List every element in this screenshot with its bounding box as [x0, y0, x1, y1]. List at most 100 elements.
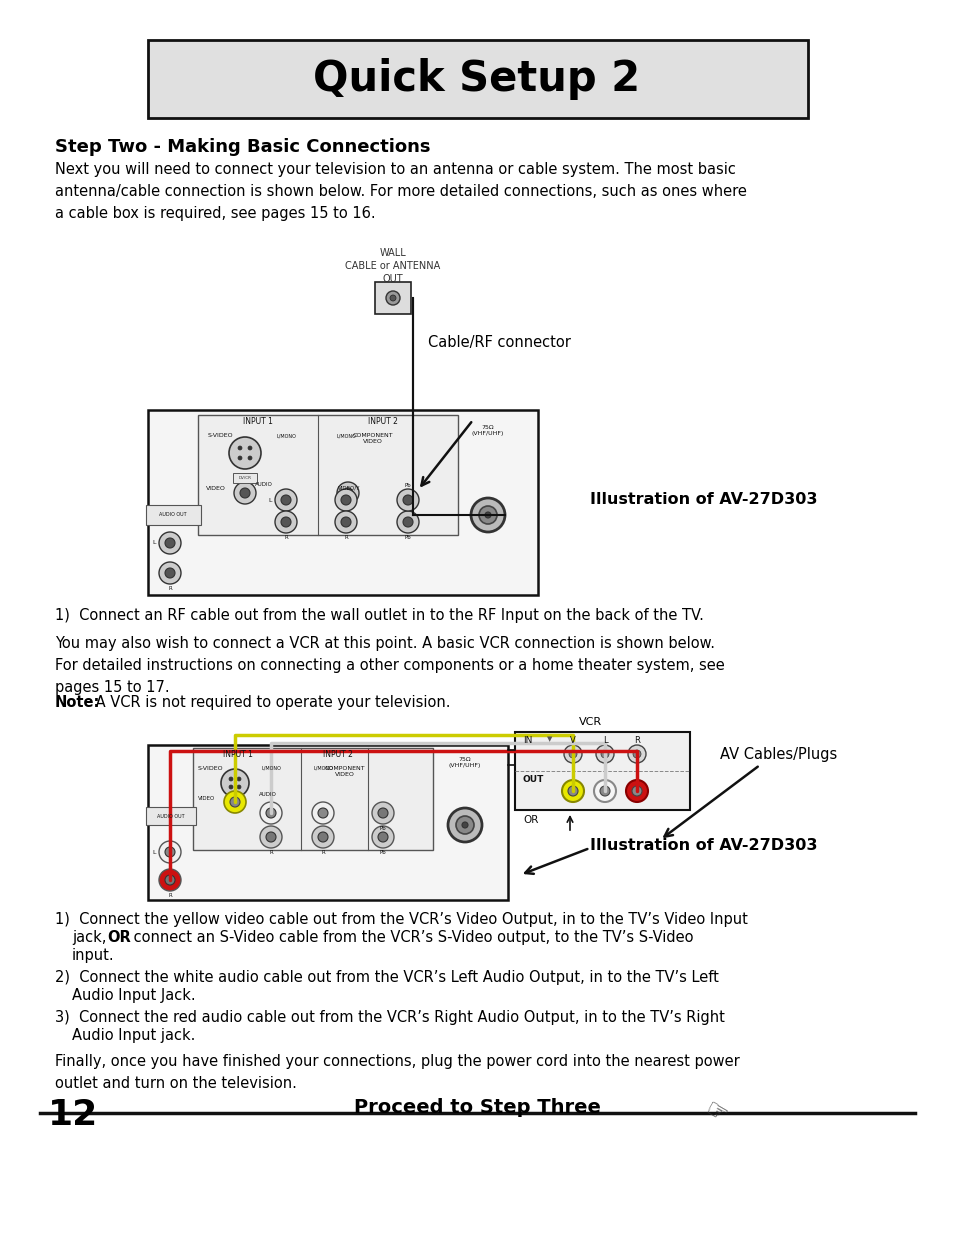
Text: DV/CR: DV/CR: [238, 475, 252, 480]
Circle shape: [281, 517, 291, 527]
Text: You may also wish to connect a VCR at this point. A basic VCR connection is show: You may also wish to connect a VCR at th…: [55, 636, 724, 695]
Text: L/MONO: L/MONO: [313, 766, 333, 771]
Circle shape: [336, 482, 358, 504]
Circle shape: [561, 781, 583, 802]
Circle shape: [266, 808, 275, 818]
Circle shape: [221, 769, 249, 797]
Text: 12: 12: [48, 1098, 98, 1132]
Circle shape: [456, 816, 474, 834]
Text: Pb: Pb: [404, 483, 411, 488]
Text: Note:: Note:: [55, 695, 100, 710]
Circle shape: [568, 750, 577, 758]
Circle shape: [461, 823, 468, 827]
Text: Pb: Pb: [379, 826, 386, 831]
Circle shape: [335, 489, 356, 511]
Text: COMPONENT
VIDEO: COMPONENT VIDEO: [324, 766, 365, 777]
Circle shape: [260, 826, 282, 848]
Circle shape: [386, 291, 399, 305]
Circle shape: [594, 781, 616, 802]
Text: R: R: [321, 850, 325, 855]
Circle shape: [274, 511, 296, 534]
Text: INPUT 1: INPUT 1: [223, 750, 253, 760]
Text: Audio Input Jack.: Audio Input Jack.: [71, 988, 195, 1003]
Text: OR: OR: [522, 815, 537, 825]
Text: AUDIO OUT: AUDIO OUT: [159, 513, 187, 517]
Text: VIDEO/Y: VIDEO/Y: [337, 485, 360, 490]
Text: Pb: Pb: [404, 535, 411, 540]
Circle shape: [165, 847, 174, 857]
Bar: [146, 505, 201, 525]
Circle shape: [224, 790, 246, 813]
Text: jack,: jack,: [71, 930, 111, 945]
Circle shape: [236, 777, 241, 781]
Circle shape: [567, 785, 578, 797]
Circle shape: [625, 781, 647, 802]
Text: S-VIDEO: S-VIDEO: [208, 433, 233, 438]
Circle shape: [396, 489, 418, 511]
Circle shape: [402, 495, 413, 505]
Bar: [515, 732, 689, 810]
Text: 2)  Connect the white audio cable out from the VCR’s Left Audio Output, in to th: 2) Connect the white audio cable out fro…: [55, 969, 719, 986]
Text: WALL
CABLE or ANTENNA
OUT: WALL CABLE or ANTENNA OUT: [345, 248, 440, 284]
Circle shape: [372, 826, 394, 848]
Text: INPUT 2: INPUT 2: [323, 750, 353, 760]
Circle shape: [343, 488, 353, 498]
Circle shape: [165, 538, 174, 548]
Circle shape: [281, 495, 291, 505]
Text: V: V: [570, 736, 576, 745]
Bar: [233, 473, 256, 483]
Text: 3)  Connect the red audio cable out from the VCR’s Right Audio Output, in to the: 3) Connect the red audio cable out from …: [55, 1010, 724, 1025]
Bar: [198, 415, 457, 535]
Circle shape: [317, 832, 328, 842]
Text: INPUT 2: INPUT 2: [368, 417, 397, 426]
Circle shape: [248, 456, 252, 459]
Circle shape: [563, 745, 581, 763]
Text: input.: input.: [71, 948, 114, 963]
Text: OR: OR: [107, 930, 131, 945]
Circle shape: [317, 808, 328, 818]
Circle shape: [233, 482, 255, 504]
Text: R: R: [168, 585, 172, 592]
Text: ▼: ▼: [547, 736, 552, 742]
Text: Proceed to Step Three: Proceed to Step Three: [354, 1098, 599, 1116]
Text: Step Two - Making Basic Connections: Step Two - Making Basic Connections: [55, 138, 430, 156]
Circle shape: [396, 511, 418, 534]
Text: Illustration of AV-27D303: Illustration of AV-27D303: [589, 837, 817, 852]
Text: S-VIDEO: S-VIDEO: [198, 766, 223, 771]
Circle shape: [165, 568, 174, 578]
Text: L: L: [152, 850, 156, 855]
Circle shape: [633, 750, 640, 758]
Circle shape: [248, 446, 252, 450]
Text: L: L: [602, 736, 607, 745]
Text: 75Ω
(VHF/UHF): 75Ω (VHF/UHF): [472, 425, 503, 436]
Circle shape: [165, 876, 174, 885]
Text: R: R: [168, 893, 172, 898]
Text: Finally, once you have finished your connections, plug the power cord into the n: Finally, once you have finished your con…: [55, 1053, 739, 1092]
Text: ☞: ☞: [700, 1098, 731, 1130]
Circle shape: [377, 808, 388, 818]
Text: Cable/RF connector: Cable/RF connector: [428, 335, 570, 350]
Text: R: R: [284, 535, 288, 540]
Text: R: R: [269, 850, 273, 855]
Bar: [146, 806, 195, 825]
Circle shape: [390, 295, 395, 301]
Text: L/MONO: L/MONO: [261, 766, 280, 771]
Circle shape: [312, 802, 334, 824]
Circle shape: [230, 797, 240, 806]
Text: 75Ω
(VHF/UHF): 75Ω (VHF/UHF): [448, 757, 480, 768]
Text: 1)  Connect an RF cable out from the wall outlet in to the RF Input on the back : 1) Connect an RF cable out from the wall…: [55, 608, 703, 622]
Text: A VCR is not required to operate your television.: A VCR is not required to operate your te…: [91, 695, 450, 710]
Text: IN: IN: [522, 736, 532, 745]
Circle shape: [340, 517, 351, 527]
Circle shape: [229, 785, 233, 789]
Text: VIDEO: VIDEO: [198, 797, 215, 802]
Text: AUDIO: AUDIO: [259, 793, 276, 798]
Circle shape: [266, 832, 275, 842]
Text: 1)  Connect the yellow video cable out from the VCR’s Video Output, in to the TV: 1) Connect the yellow video cable out fr…: [55, 911, 747, 927]
Text: VCR: VCR: [578, 718, 601, 727]
Text: L/MONO: L/MONO: [335, 433, 355, 438]
Circle shape: [237, 446, 242, 450]
Text: Quick Setup 2: Quick Setup 2: [314, 58, 639, 100]
Bar: [375, 282, 411, 314]
Text: AUDIO: AUDIO: [254, 483, 273, 488]
